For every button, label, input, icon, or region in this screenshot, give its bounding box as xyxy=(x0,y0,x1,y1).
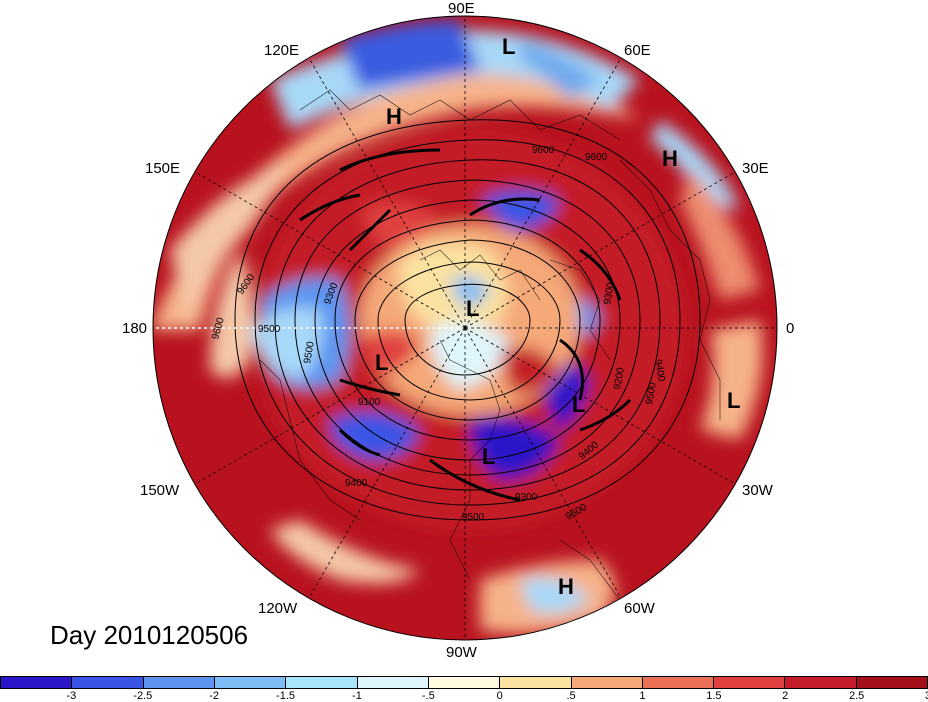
colorbar-swatch xyxy=(286,677,358,688)
colorbar-tick-label: 3 xyxy=(925,690,928,702)
coastlines xyxy=(259,89,721,621)
contour-label: 9500 xyxy=(258,324,281,335)
colorbar-tick-label: 2 xyxy=(782,690,789,702)
lon-label-60e: 60E xyxy=(624,42,651,59)
lon-label-180: 180 xyxy=(122,320,148,337)
colorbar-swatch xyxy=(856,677,928,688)
colorbar-tick-label: 1 xyxy=(639,690,646,702)
contour-label: 9500 xyxy=(302,340,317,364)
lon-label-120e: 120E xyxy=(264,42,300,59)
map-boundary xyxy=(152,15,778,641)
high-pressure-marker: H xyxy=(386,104,402,129)
contour-label: 9500 xyxy=(462,512,485,523)
colorbar-swatch xyxy=(714,677,786,688)
lon-label-60w: 60W xyxy=(624,600,655,617)
contour-label: 9100 xyxy=(358,397,381,408)
colorbar-tick-label: 1.5 xyxy=(706,690,722,702)
low-pressure-marker: L xyxy=(482,444,495,469)
lon-label-120w: 120W xyxy=(258,600,298,617)
contour-label: 9600 xyxy=(585,152,608,163)
day-title: Day 2010120506 xyxy=(50,620,249,650)
contour-label: 9500 xyxy=(644,381,659,405)
colorbar-tick-label: -2.5 xyxy=(133,690,153,702)
lon-label-0: 0 xyxy=(786,320,795,337)
colorbar-tick-label: -1 xyxy=(352,690,362,702)
pressure-markers: H H H L L L L L L xyxy=(375,34,740,599)
colorbar-tick-label: -.5 xyxy=(421,690,435,702)
lon-label-150e: 150E xyxy=(145,160,181,177)
low-pressure-marker: L xyxy=(375,350,388,375)
anomaly-field xyxy=(153,16,777,640)
colorbar-swatch xyxy=(571,677,643,688)
low-pressure-marker: L xyxy=(572,392,585,417)
high-pressure-marker: H xyxy=(558,574,574,599)
colorbar-swatch xyxy=(214,677,287,688)
lon-label-30e: 30E xyxy=(742,160,769,177)
colorbar-swatch xyxy=(642,677,715,688)
contour-label: 9400 xyxy=(652,359,667,383)
colorbar-tick-label: -3 xyxy=(66,690,77,702)
colorbar xyxy=(0,676,928,689)
jet-streaks xyxy=(299,148,632,502)
colorbar-tick-label: .5 xyxy=(566,690,576,702)
low-pressure-marker: L xyxy=(727,388,740,413)
colorbar-swatch xyxy=(357,677,429,688)
contour-label: 9600 xyxy=(532,145,555,156)
low-pressure-marker: L xyxy=(502,34,515,59)
colorbar-tick-label: 0 xyxy=(496,690,503,702)
colorbar-swatch xyxy=(1,677,73,688)
colorbar-tick-label: 2.5 xyxy=(848,690,865,702)
lon-label-30w: 30W xyxy=(742,482,773,499)
contour-label: 9300 xyxy=(602,281,617,305)
contour-label: 9400 xyxy=(345,478,368,489)
lon-label-90e: 90E xyxy=(448,0,475,17)
colorbar-swatch xyxy=(428,677,501,688)
lon-label-90w: 90W xyxy=(446,644,477,661)
lon-label-150w: 150W xyxy=(140,482,180,499)
contour-label: 9300 xyxy=(515,492,538,503)
contour-label: 9200 xyxy=(612,366,627,390)
colorbar-swatch xyxy=(143,677,215,688)
colorbar-swatch xyxy=(785,677,857,688)
high-pressure-marker: H xyxy=(662,146,678,171)
colorbar-tick-label: -1.5 xyxy=(276,690,296,702)
low-pressure-marker: L xyxy=(466,296,479,321)
colorbar-tick-label: -2 xyxy=(209,690,220,702)
graticule xyxy=(153,16,777,640)
colorbar-swatch xyxy=(72,677,144,688)
colorbar-swatch xyxy=(500,677,572,688)
